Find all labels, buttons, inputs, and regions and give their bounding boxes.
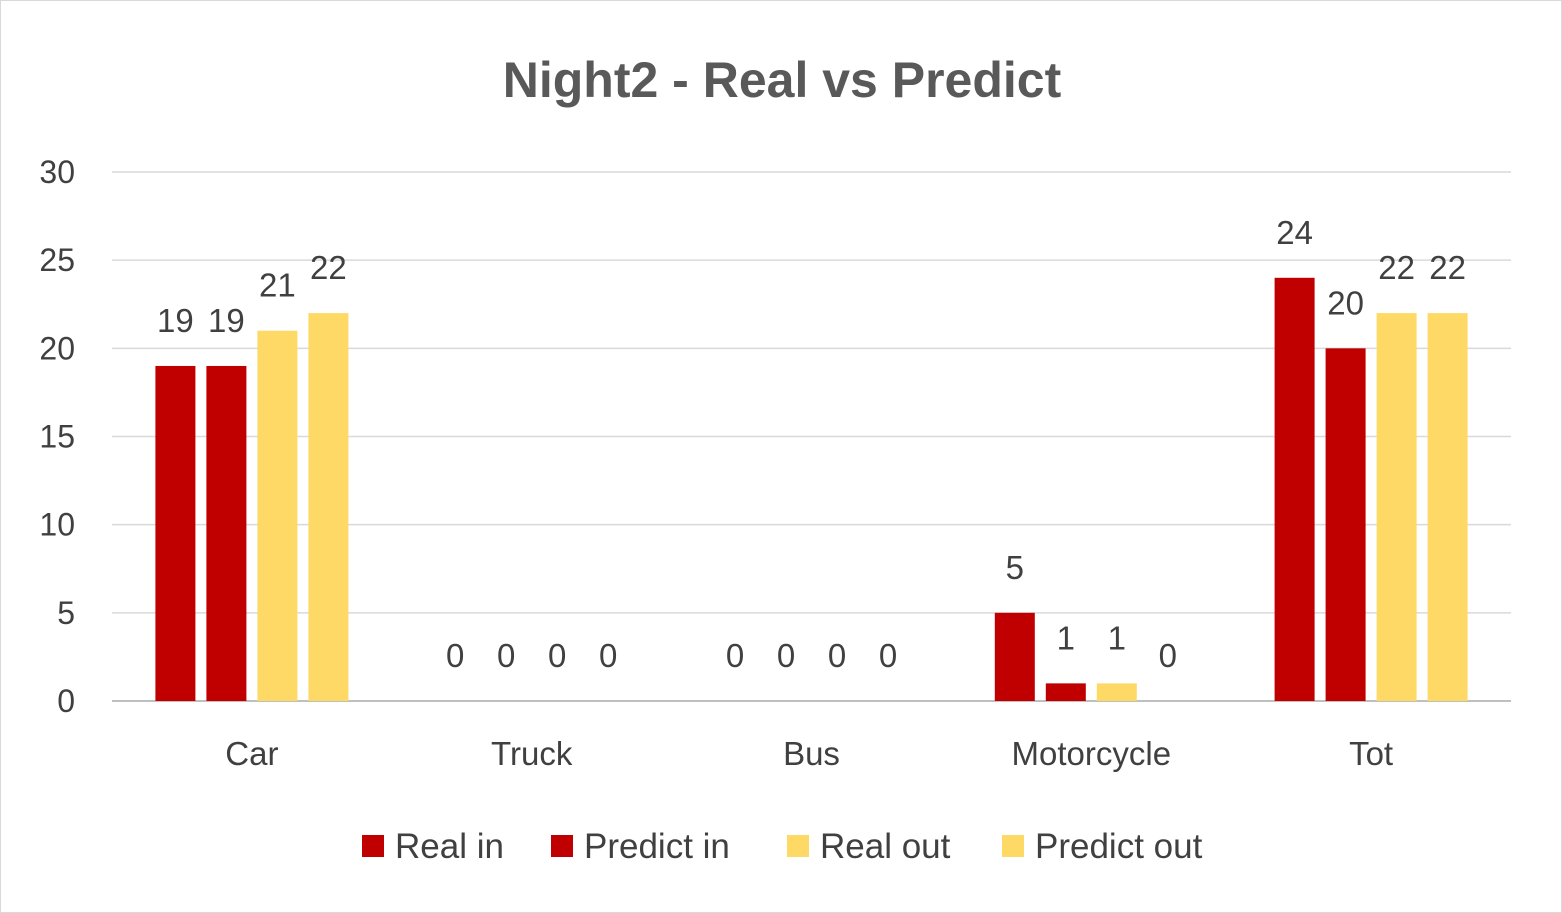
bar: [1096, 683, 1137, 701]
category-label: Bus: [783, 735, 840, 772]
bar: [1376, 313, 1417, 701]
data-label: 19: [157, 302, 194, 339]
x-axis-categories: Car Truck Bus Motorcycle Tot: [225, 735, 1393, 772]
legend-swatch: [551, 835, 573, 857]
data-label: 0: [777, 637, 795, 674]
y-tick-label: 20: [39, 330, 75, 366]
bar: [1325, 348, 1366, 701]
data-label: 0: [879, 637, 897, 674]
data-label: 22: [1378, 249, 1415, 286]
legend-swatch: [1002, 835, 1024, 857]
y-tick-label: 15: [39, 419, 75, 455]
bar: [1274, 277, 1315, 701]
data-label: 0: [1159, 637, 1177, 674]
bar: [1427, 313, 1468, 701]
data-label: 20: [1327, 284, 1364, 321]
legend-swatch: [362, 835, 384, 857]
legend-label: Predict in: [584, 827, 730, 866]
category-label: Car: [225, 735, 278, 772]
category-label: Tot: [1349, 735, 1393, 772]
data-label: 21: [259, 267, 296, 304]
data-label: 19: [208, 302, 245, 339]
bar: [206, 365, 247, 701]
data-label: 0: [726, 637, 744, 674]
data-label: 0: [548, 637, 566, 674]
bars: [155, 277, 1468, 701]
y-tick-label: 5: [57, 595, 75, 631]
category-label: Motorcycle: [1012, 735, 1172, 772]
y-axis-ticks: 0 5 10 15 20 25 30: [39, 154, 75, 719]
data-label: 24: [1276, 214, 1313, 251]
data-label: 1: [1057, 619, 1075, 656]
data-label: 0: [446, 637, 464, 674]
legend-swatch: [787, 835, 809, 857]
data-label: 0: [828, 637, 846, 674]
y-tick-label: 25: [39, 242, 75, 278]
bar: [1045, 683, 1086, 701]
data-label: 22: [310, 249, 347, 286]
bar: [155, 365, 196, 701]
data-label: 1: [1108, 619, 1126, 656]
data-label: 5: [1006, 549, 1024, 586]
bar: [257, 330, 298, 701]
legend-label: Predict out: [1035, 827, 1203, 866]
y-tick-label: 0: [57, 683, 75, 719]
y-tick-label: 10: [39, 507, 75, 543]
legend-label: Real in: [395, 827, 504, 866]
y-tick-label: 30: [39, 154, 75, 190]
category-label: Truck: [491, 735, 573, 772]
data-label: 0: [497, 637, 515, 674]
legend-label: Real out: [820, 827, 951, 866]
chart-title: Night2 - Real vs Predict: [503, 52, 1062, 108]
data-label: 22: [1429, 249, 1466, 286]
data-label: 0: [599, 637, 617, 674]
bar: [994, 612, 1035, 701]
legend: Real in Predict in Real out Predict out: [362, 827, 1203, 866]
bar: [308, 313, 349, 701]
